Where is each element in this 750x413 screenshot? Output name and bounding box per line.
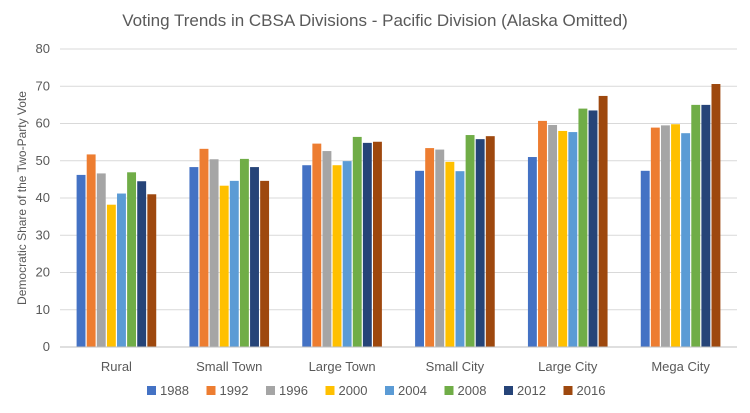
bar-2016-large-city bbox=[598, 95, 608, 347]
y-tick-label: 50 bbox=[36, 153, 50, 168]
legend-swatch bbox=[147, 386, 156, 395]
bars bbox=[76, 84, 721, 348]
bar-2012-small-town bbox=[250, 167, 259, 347]
bar-2004-small-city bbox=[455, 171, 465, 347]
bar-2000-rural bbox=[106, 204, 116, 347]
bar-2008-mega-city bbox=[691, 104, 701, 347]
bar-1992-mega-city bbox=[650, 127, 660, 347]
bar-2008-small-city bbox=[465, 135, 475, 347]
y-tick-label: 40 bbox=[36, 190, 50, 205]
bar-2000-large-city bbox=[558, 130, 568, 347]
bar-2008-large-city bbox=[578, 108, 588, 347]
legend-swatch bbox=[206, 386, 216, 395]
bar-1988-large-city bbox=[527, 157, 537, 347]
bar-2012-large-town bbox=[362, 142, 372, 347]
y-tick-label: 10 bbox=[36, 302, 50, 317]
bar-1988-mega-city bbox=[640, 170, 650, 347]
bar-2008-small-town bbox=[239, 158, 249, 347]
y-tick-label: 70 bbox=[36, 78, 50, 93]
bar-2016-small-city bbox=[485, 136, 495, 347]
legend-label: 2008 bbox=[458, 383, 487, 398]
x-category-label: Small City bbox=[426, 359, 485, 374]
y-axis-label: Democratic Share of the Two-Party Vote bbox=[15, 91, 29, 305]
bar-1996-large-town bbox=[322, 151, 332, 347]
bar-1996-rural bbox=[96, 173, 106, 347]
bar-2000-mega-city bbox=[671, 124, 680, 348]
bar-2004-rural bbox=[117, 193, 126, 347]
legend-label: 1996 bbox=[279, 383, 308, 398]
legend-label: 2016 bbox=[577, 383, 606, 398]
y-tick-label: 20 bbox=[36, 265, 50, 280]
legend-swatch bbox=[563, 386, 573, 395]
bar-1992-large-city bbox=[538, 120, 547, 347]
legend-swatch bbox=[385, 386, 394, 395]
y-tick-label: 0 bbox=[43, 339, 50, 354]
bar-2004-large-city bbox=[568, 132, 578, 347]
bar-1988-small-town bbox=[189, 167, 199, 347]
y-axis-ticks: 0 10 20 30 40 50 60 70 80 bbox=[36, 41, 50, 354]
legend-swatch bbox=[325, 386, 335, 395]
legend-label: 2004 bbox=[398, 383, 427, 398]
bar-1996-mega-city bbox=[660, 125, 670, 347]
legend-swatch bbox=[266, 386, 275, 395]
bar-1992-small-town bbox=[199, 148, 209, 347]
x-category-label: Mega City bbox=[651, 359, 710, 374]
bar-1996-small-town bbox=[209, 159, 219, 347]
legend-label: 2000 bbox=[339, 383, 368, 398]
bar-1988-large-town bbox=[302, 165, 312, 347]
legend-swatch bbox=[444, 386, 454, 395]
bar-2008-rural bbox=[127, 172, 137, 347]
y-tick-label: 80 bbox=[36, 41, 50, 56]
bar-2012-rural bbox=[137, 181, 147, 347]
bar-2012-mega-city bbox=[701, 104, 711, 347]
legend: 1988 1992 1996 2000 2004 2008 2012 2016 bbox=[147, 383, 605, 398]
legend-label: 2012 bbox=[517, 383, 546, 398]
bar-2004-mega-city bbox=[681, 133, 691, 347]
bar-2000-small-city bbox=[445, 161, 455, 347]
legend-label: 1992 bbox=[220, 383, 249, 398]
legend-label: 1988 bbox=[160, 383, 189, 398]
y-tick-label: 30 bbox=[36, 227, 50, 242]
bar-2000-large-town bbox=[332, 165, 342, 347]
y-tick-label: 60 bbox=[36, 116, 50, 131]
x-category-label: Large City bbox=[538, 359, 598, 374]
bar-2004-large-town bbox=[342, 161, 352, 347]
gridlines bbox=[60, 48, 737, 311]
bar-1988-rural bbox=[76, 174, 86, 347]
x-axis-categories: Rural Small Town Large Town Small City Large… bbox=[101, 359, 710, 374]
bar-1996-large-city bbox=[548, 124, 558, 348]
bar-2016-rural bbox=[147, 194, 157, 347]
chart-title: Voting Trends in CBSA Divisions - Pacifi… bbox=[122, 11, 627, 30]
bar-1992-large-town bbox=[312, 143, 322, 347]
bar-2016-large-town bbox=[372, 141, 382, 347]
bar-2016-small-town bbox=[260, 180, 270, 347]
bar-2012-large-city bbox=[588, 110, 598, 348]
x-category-label: Rural bbox=[101, 359, 132, 374]
x-category-label: Small Town bbox=[196, 359, 262, 374]
bar-1992-small-city bbox=[425, 148, 435, 347]
bar-2000-small-town bbox=[219, 185, 229, 347]
bar-1996-small-city bbox=[435, 149, 445, 347]
bar-1988-small-city bbox=[415, 170, 425, 347]
bar-2008-large-town bbox=[352, 136, 362, 347]
bar-2004-small-town bbox=[229, 180, 239, 347]
bar-2012-small-city bbox=[475, 139, 485, 347]
x-category-label: Large Town bbox=[309, 359, 376, 374]
legend-swatch bbox=[504, 386, 513, 395]
bar-2016-mega-city bbox=[711, 84, 721, 347]
bar-1992-rural bbox=[86, 154, 96, 347]
